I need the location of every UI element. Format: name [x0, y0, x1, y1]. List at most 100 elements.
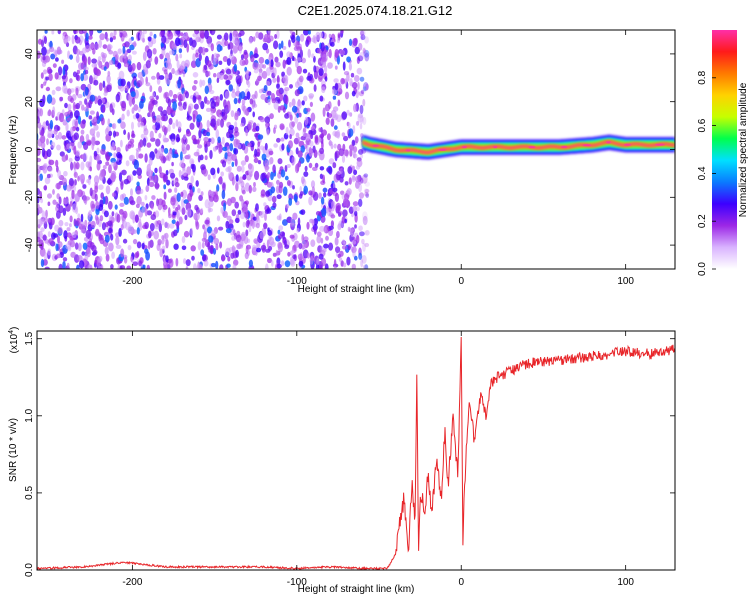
noise-blob [210, 100, 216, 109]
noise-blob [45, 76, 50, 81]
noise-blob [220, 171, 224, 177]
snr-ylabel: SNR (10 * v/v) [8, 418, 19, 482]
noise-blob [187, 154, 191, 160]
noise-blob [106, 179, 113, 185]
noise-blob [183, 230, 190, 238]
noise-blob [190, 163, 195, 170]
noise-blob [364, 188, 370, 194]
noise-blob [349, 78, 353, 87]
noise-blob [182, 101, 187, 110]
noise-blob [107, 200, 113, 210]
noise-blob [121, 101, 127, 112]
spectrogram-x-axis: -200 -100 0 100 [122, 30, 634, 287]
noise-blob [253, 69, 259, 74]
colorbar: 0.0 0.2 0.4 0.6 0.8 Normalized spectral ampl… [697, 30, 749, 276]
noise-blob [339, 49, 345, 56]
noise-blob [222, 182, 226, 192]
noise-blob [239, 44, 242, 54]
noise-blob [168, 213, 172, 219]
noise-blob [50, 53, 56, 60]
noise-blob [338, 212, 342, 217]
noise-blob [136, 241, 142, 249]
noise-blob [309, 140, 314, 147]
noise-blob [52, 106, 56, 116]
noise-blob [119, 202, 125, 207]
noise-blob [183, 258, 187, 265]
noise-blob [257, 75, 262, 82]
noise-blob [343, 135, 349, 142]
noise-blob [105, 185, 111, 195]
noise-blob [63, 230, 68, 240]
noise-blob [222, 56, 228, 62]
noise-blob [191, 39, 197, 48]
noise-blob [320, 237, 324, 244]
noise-blob [226, 215, 232, 221]
noise-blob [130, 256, 134, 262]
noise-blob [348, 227, 355, 233]
noise-blob [74, 242, 79, 250]
noise-blob [77, 115, 82, 125]
noise-blob [48, 73, 53, 82]
noise-blob [244, 155, 249, 163]
noise-blob [127, 132, 130, 141]
noise-blob [321, 57, 327, 62]
noise-blob [358, 198, 363, 207]
noise-blob [311, 186, 315, 195]
noise-blob [208, 235, 214, 243]
noise-blob [212, 96, 218, 101]
noise-blob [39, 108, 44, 117]
noise-blob [86, 140, 92, 146]
noise-blob [362, 242, 366, 252]
noise-blob [103, 210, 109, 218]
noise-blob [43, 36, 48, 44]
noise-blob [102, 165, 107, 170]
noise-blob [161, 245, 166, 251]
noise-blob [352, 150, 356, 159]
noise-blob [84, 98, 88, 105]
noise-blob [308, 196, 313, 206]
noise-blob [128, 98, 132, 106]
noise-blob [318, 68, 324, 77]
noise-blob [362, 49, 367, 57]
noise-blob [58, 196, 62, 205]
noise-blob [228, 171, 233, 180]
noise-blob [209, 30, 216, 36]
noise-blob [347, 166, 353, 175]
noise-blob [284, 87, 290, 92]
noise-blob [249, 98, 253, 105]
noise-blob [80, 161, 85, 171]
noise-blob [77, 213, 81, 219]
noise-blob [46, 94, 53, 104]
noise-blob [271, 195, 277, 203]
signal-hotspot [493, 145, 498, 149]
noise-blob [47, 167, 53, 172]
noise-blob [144, 66, 149, 76]
noise-blob [116, 147, 121, 154]
noise-blob [197, 188, 201, 194]
noise-blob [100, 234, 104, 241]
x-tick-label: -200 [122, 577, 142, 588]
noise-blob [181, 236, 186, 244]
noise-blob [89, 110, 95, 115]
noise-blob [207, 206, 211, 213]
snr-scale-label: (x104) [8, 327, 20, 354]
noise-blob [353, 169, 358, 176]
noise-blob [254, 133, 258, 138]
noise-blob [210, 118, 216, 128]
noise-blob [333, 143, 337, 149]
noise-blob [87, 177, 91, 186]
noise-blob [365, 83, 369, 91]
noise-blob [161, 35, 167, 44]
noise-blob [70, 97, 74, 103]
noise-blob [43, 69, 47, 75]
noise-blob [226, 145, 230, 153]
noise-blob [172, 211, 177, 216]
noise-blob [178, 48, 183, 54]
noise-blob [358, 225, 363, 231]
noise-blob [302, 68, 308, 74]
y-tick-label: 0.0 [24, 563, 35, 577]
noise-blob [334, 48, 339, 59]
noise-blob [292, 254, 297, 260]
noise-blob [128, 174, 134, 182]
noise-blob [319, 134, 324, 139]
